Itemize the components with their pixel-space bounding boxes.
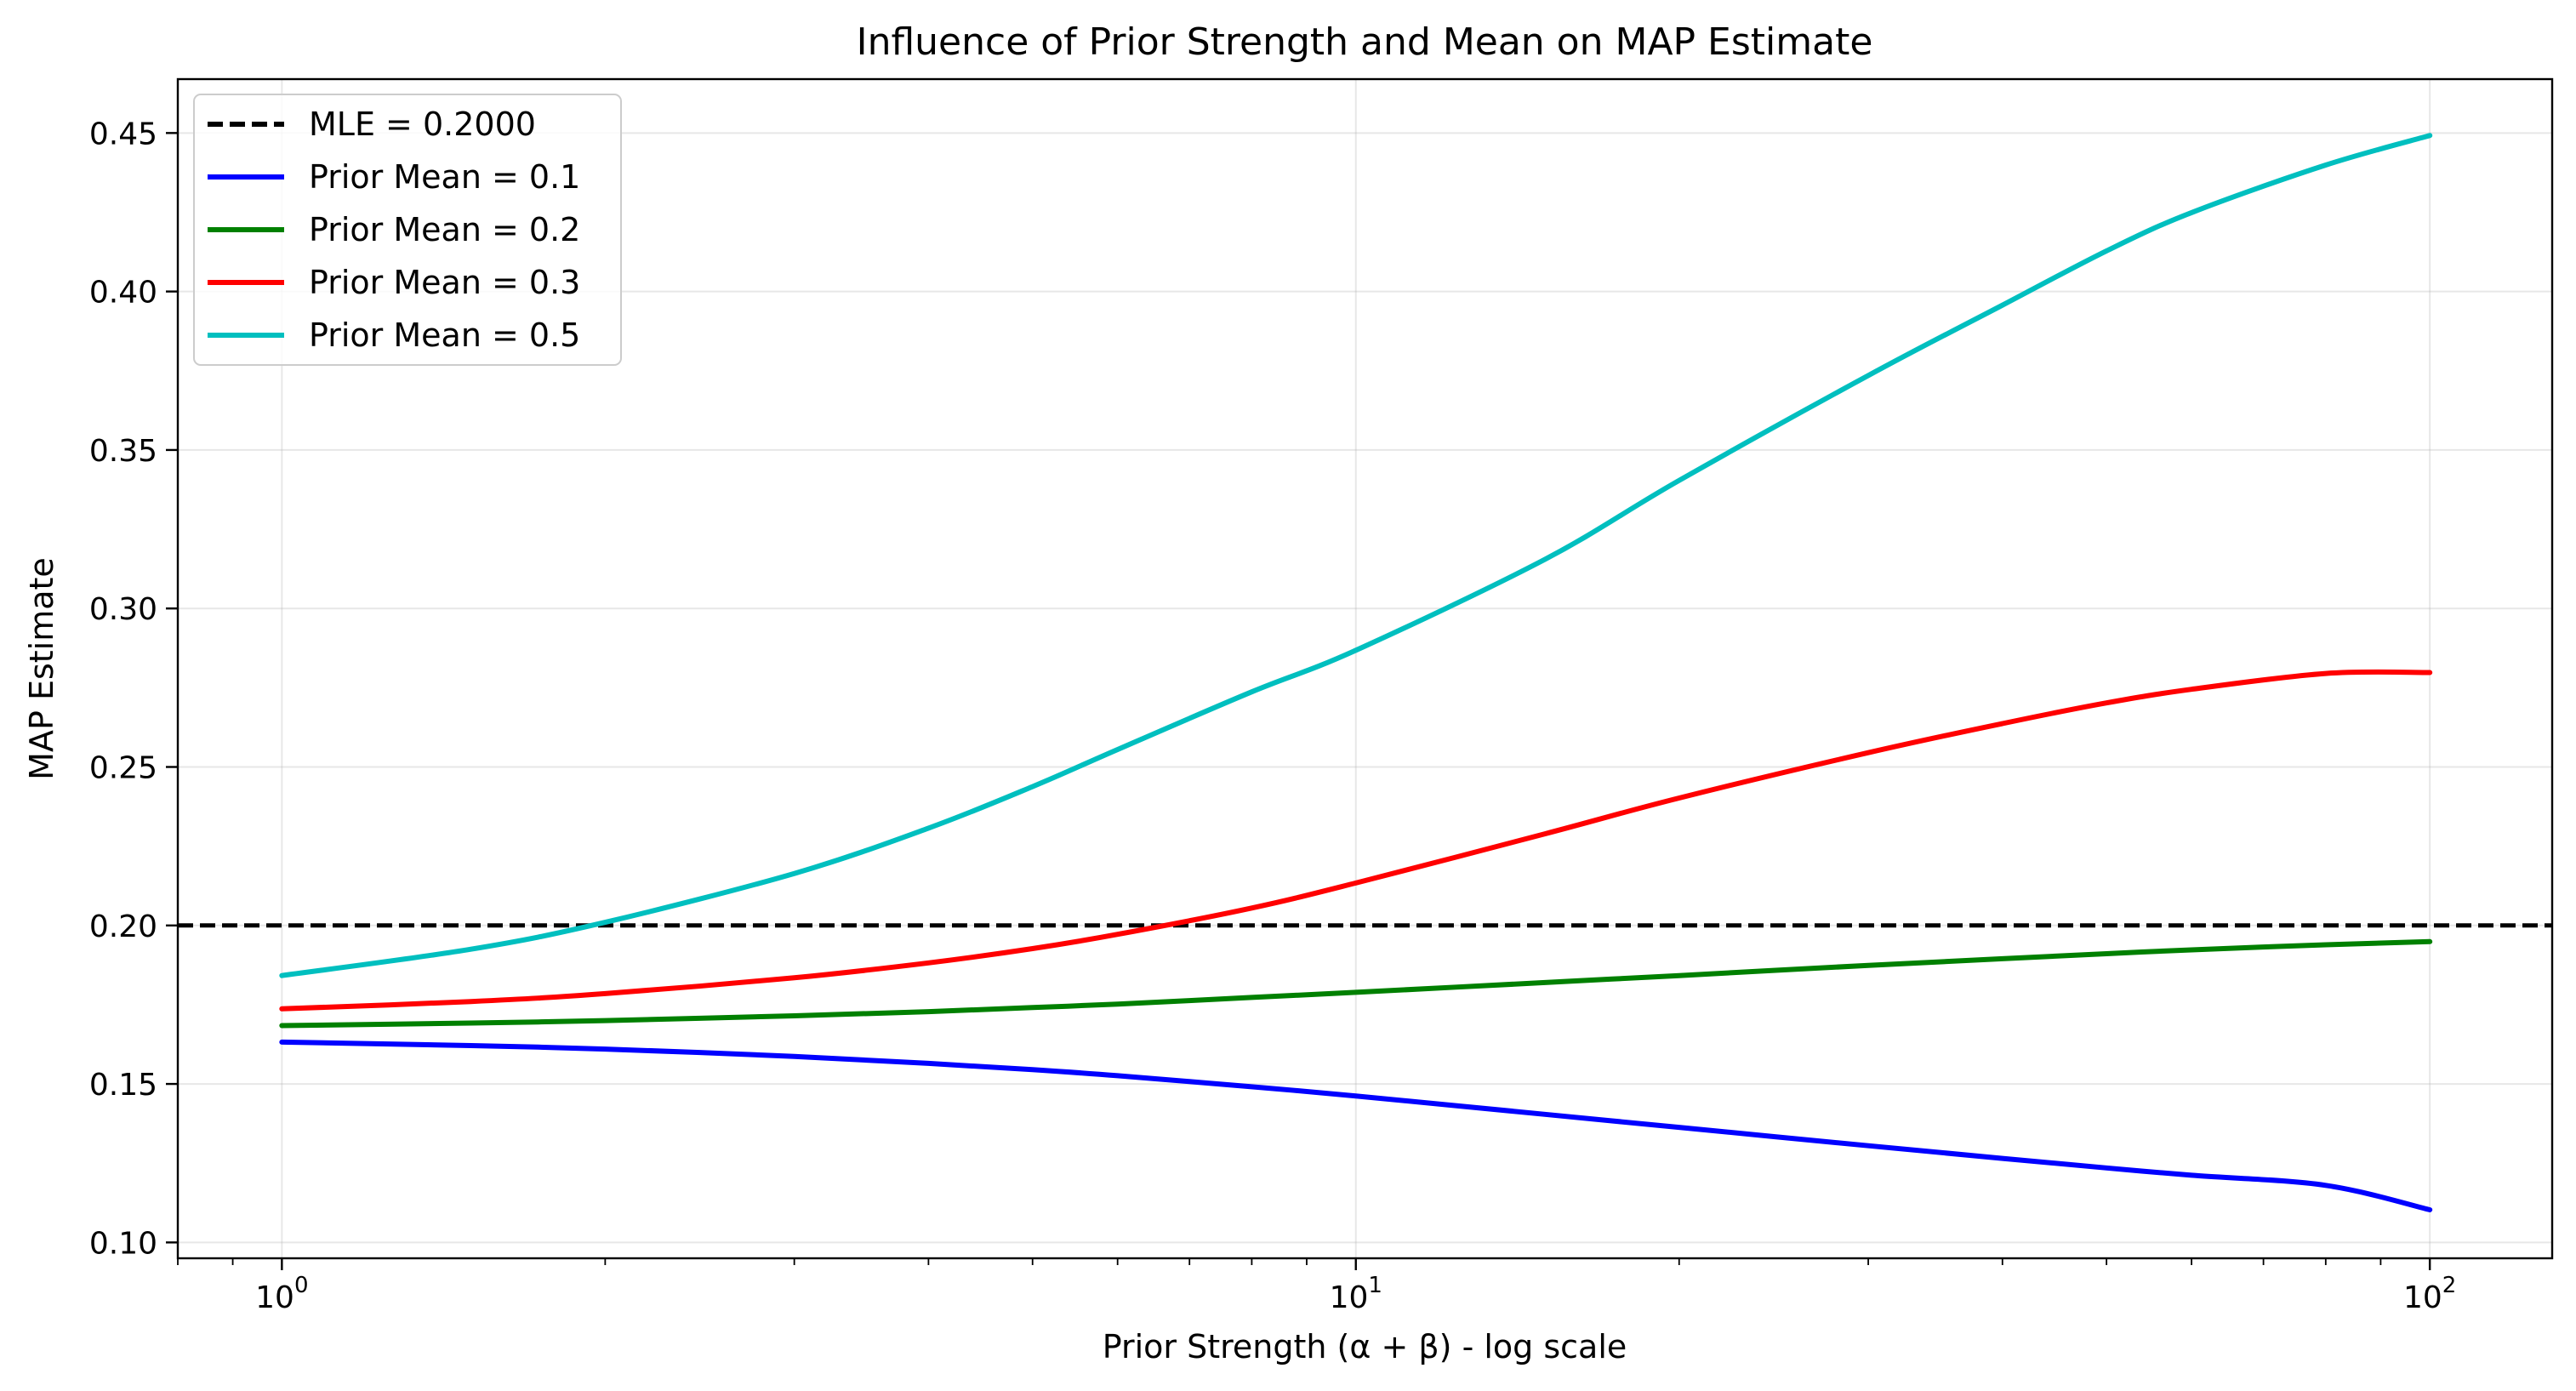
y-tick-label: 0.45 (89, 117, 157, 151)
x-tick-label: 101 (1330, 1273, 1382, 1315)
legend-label: Prior Mean = 0.5 (309, 316, 580, 354)
prior-mean-0-3-line (279, 669, 2433, 1012)
y-tick-label: 0.20 (89, 909, 157, 944)
legend: MLE = 0.2000 Prior Mean = 0.1 Prior Mean =… (193, 94, 622, 366)
legend-label: Prior Mean = 0.1 (309, 158, 580, 196)
legend-box (193, 94, 622, 366)
x-tick-label: 100 (255, 1273, 308, 1315)
x-axis-label: Prior Strength (α + β) - log scale (1103, 1328, 1627, 1365)
legend-label: Prior Mean = 0.2 (309, 211, 580, 248)
series-layer (178, 133, 2552, 1212)
x-tick-label: 102 (2403, 1273, 2456, 1315)
tick-layer: 0.10 0.15 0.20 0.25 0.30 0.35 0.40 0.45 100 101 10… (89, 117, 2456, 1315)
plot-frame (176, 77, 2554, 1260)
chart-title: Influence of Prior Strength and Mean on … (857, 20, 1873, 64)
y-tick-label: 0.35 (89, 434, 157, 469)
y-axis-label: MAP Estimate (23, 557, 60, 780)
legend-label: MLE = 0.2000 (309, 105, 536, 143)
legend-label: Prior Mean = 0.3 (309, 264, 580, 301)
y-tick-label: 0.30 (89, 592, 157, 627)
y-tick-label: 0.25 (89, 751, 157, 786)
prior-mean-0-1-line (279, 1039, 2433, 1212)
prior-mean-0-2-line (279, 938, 2433, 1029)
y-tick-label: 0.40 (89, 276, 157, 311)
prior-mean-0-5-line (279, 133, 2433, 978)
y-tick-label: 0.15 (89, 1068, 157, 1103)
y-tick-label: 0.10 (89, 1226, 157, 1261)
